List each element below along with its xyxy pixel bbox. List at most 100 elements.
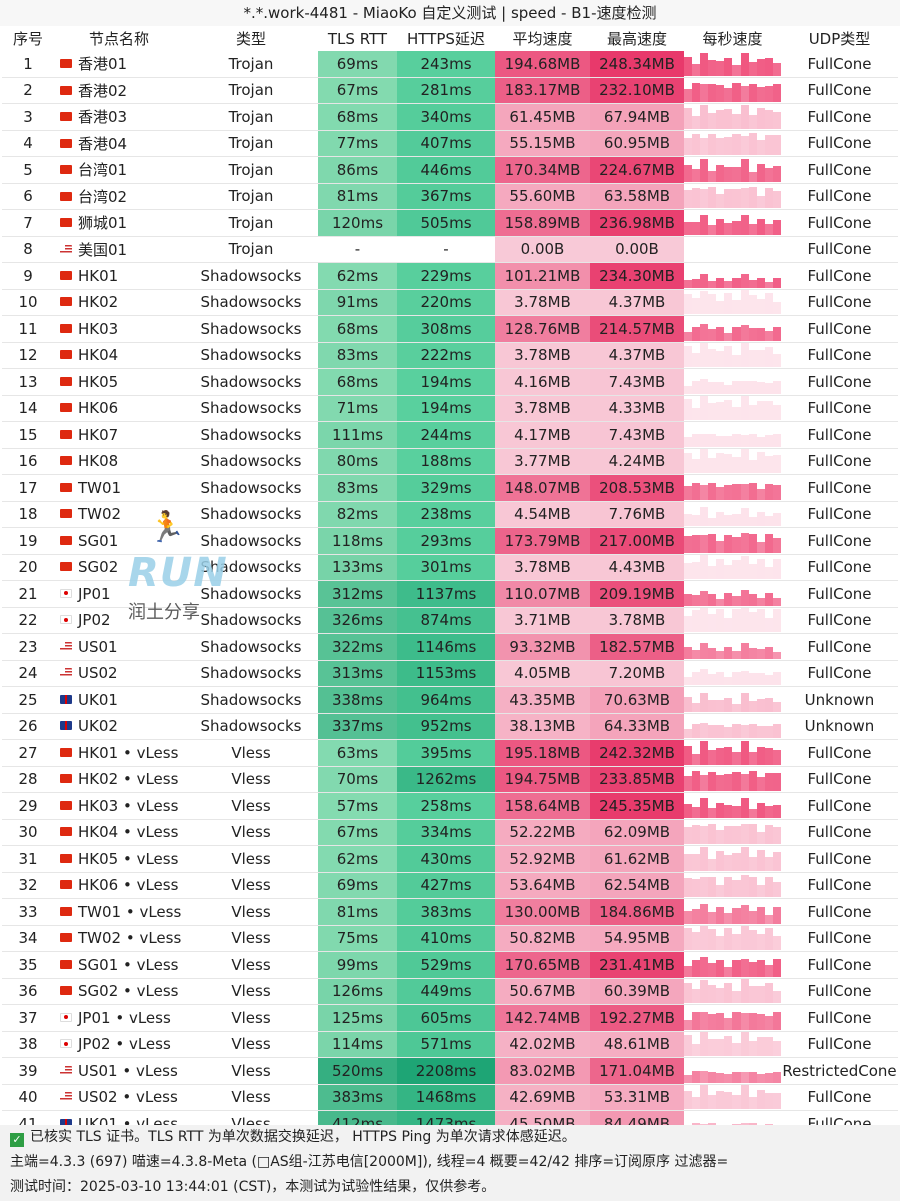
speed-bar: [708, 187, 717, 209]
speed-bar: [772, 936, 781, 951]
per-second-bars: [684, 343, 781, 368]
speed-bar: [748, 517, 757, 527]
speed-table: 序号 节点名称 类型 TLS RTT HTTPS延迟 平均速度 最高速度 每秒速…: [2, 26, 898, 1164]
cell-per-second-speed: [684, 421, 781, 449]
cell-tls-rtt: 126ms: [318, 978, 397, 1005]
speed-bar: [684, 56, 693, 76]
speed-bar: [764, 1072, 773, 1083]
speed-bar: [700, 507, 709, 527]
speed-bar: [740, 483, 749, 500]
cell-index: 37: [2, 1004, 54, 1032]
speed-bar: [708, 699, 717, 712]
speed-bar: [732, 166, 741, 182]
speed-bar: [724, 108, 733, 129]
speed-bar: [716, 402, 725, 421]
table-row: 38 JP02 • vLess Vless 114ms 571ms 42.02MB 48.6…: [2, 1031, 898, 1058]
flag-hk-icon: [60, 323, 72, 333]
node-name-text: 香港03: [78, 108, 128, 127]
per-second-bars: [684, 661, 781, 686]
speed-bar: [708, 170, 717, 182]
speed-bar: [748, 482, 757, 500]
cell-node-name: SG02: [54, 554, 184, 581]
speed-bar: [740, 214, 749, 235]
table-row: 10 HK02 Shadowsocks 91ms 220ms 3.78MB 4.37MB Fu…: [2, 289, 898, 316]
speed-bar: [700, 433, 709, 447]
cell-node-name: UK01: [54, 686, 184, 714]
cell-avg-speed: 4.05MB: [495, 660, 590, 687]
speed-bar: [716, 906, 725, 924]
cell-node-name: TW02 • vLess: [54, 925, 184, 952]
cell-avg-speed: 148.07MB: [495, 474, 590, 502]
speed-bar: [764, 646, 773, 659]
speed-bar: [708, 433, 717, 447]
node-name-text: 狮城01: [78, 214, 128, 233]
speed-bar: [684, 190, 693, 209]
cell-max-speed: 234.30MB: [590, 262, 684, 290]
cell-type: Vless: [184, 792, 318, 820]
cell-avg-speed: 110.07MB: [495, 580, 590, 608]
speed-bar: [724, 928, 733, 951]
cell-max-speed: 4.43MB: [590, 554, 684, 581]
cell-avg-speed: 38.13MB: [495, 713, 590, 740]
speed-bar: [708, 1095, 717, 1110]
cell-per-second-speed: [684, 607, 781, 634]
speed-bar: [716, 109, 725, 129]
table-row: 37 JP01 • vLess Vless 125ms 605ms 142.74MB 192…: [2, 1004, 898, 1032]
cell-type: Vless: [184, 739, 318, 767]
speed-bar: [732, 772, 741, 792]
speed-bar: [708, 518, 717, 527]
cell-udp-type: FullCone: [781, 342, 898, 369]
node-name-text: SG01 • vLess: [78, 955, 179, 974]
speed-bar: [748, 133, 757, 156]
speed-bar: [772, 559, 781, 580]
speed-bar: [700, 104, 709, 129]
table-row: 31 HK05 • vLess Vless 62ms 430ms 52.92MB 61.62…: [2, 845, 898, 873]
cell-max-speed: 209.19MB: [590, 580, 684, 608]
speed-bar: [684, 331, 693, 341]
speed-bar: [684, 436, 693, 447]
cell-udp-type: RestrictedCone: [781, 1057, 898, 1085]
speed-bar: [740, 52, 749, 76]
speed-bar: [748, 877, 757, 898]
cell-https-latency: 188ms: [397, 448, 495, 475]
node-name-text: JP01: [78, 584, 111, 603]
speed-bar: [732, 64, 741, 76]
speed-bar: [740, 380, 749, 394]
speed-bar: [764, 825, 773, 845]
table-row: 11 HK03 Shadowsocks 68ms 308ms 128.76MB 214.57…: [2, 315, 898, 343]
cell-https-latency: 238ms: [397, 501, 495, 528]
speed-bar: [724, 88, 733, 103]
cell-https-latency: 244ms: [397, 421, 495, 449]
cell-https-latency: 1153ms: [397, 660, 495, 687]
cell-https-latency: 430ms: [397, 845, 495, 873]
per-second-bars: [684, 820, 781, 845]
cell-index: 3: [2, 103, 54, 131]
footer: ✓ 已核实 TLS 证书。TLS RTT 为单次数据交换延迟， HTTPS Pin…: [0, 1125, 900, 1201]
cell-type: Shadowsocks: [184, 368, 318, 396]
cell-https-latency: 367ms: [397, 183, 495, 210]
node-name-text: HK06 • vLess: [78, 876, 179, 895]
cell-index: 13: [2, 368, 54, 396]
cell-per-second-speed: [684, 289, 781, 316]
cell-index: 26: [2, 713, 54, 740]
speed-bar: [748, 771, 757, 792]
speed-bar: [764, 592, 773, 606]
speed-bar: [748, 1012, 757, 1030]
speed-bar: [732, 650, 741, 659]
speed-bar: [740, 979, 749, 1004]
flag-cn-icon: [60, 165, 72, 175]
cell-max-speed: 3.78MB: [590, 607, 684, 634]
speed-bar: [740, 846, 749, 871]
cell-avg-speed: 3.71MB: [495, 607, 590, 634]
speed-bar: [724, 727, 733, 739]
speed-bar: [748, 405, 757, 421]
speed-bar: [708, 1013, 717, 1030]
flag-cn-icon: [60, 482, 72, 492]
speed-bar: [716, 598, 725, 606]
speed-bar: [732, 1095, 741, 1110]
cell-per-second-speed: [684, 580, 781, 608]
speed-bar: [732, 826, 741, 845]
speed-bar: [756, 777, 765, 792]
cell-type: Shadowsocks: [184, 580, 318, 608]
cell-https-latency: 329ms: [397, 474, 495, 502]
